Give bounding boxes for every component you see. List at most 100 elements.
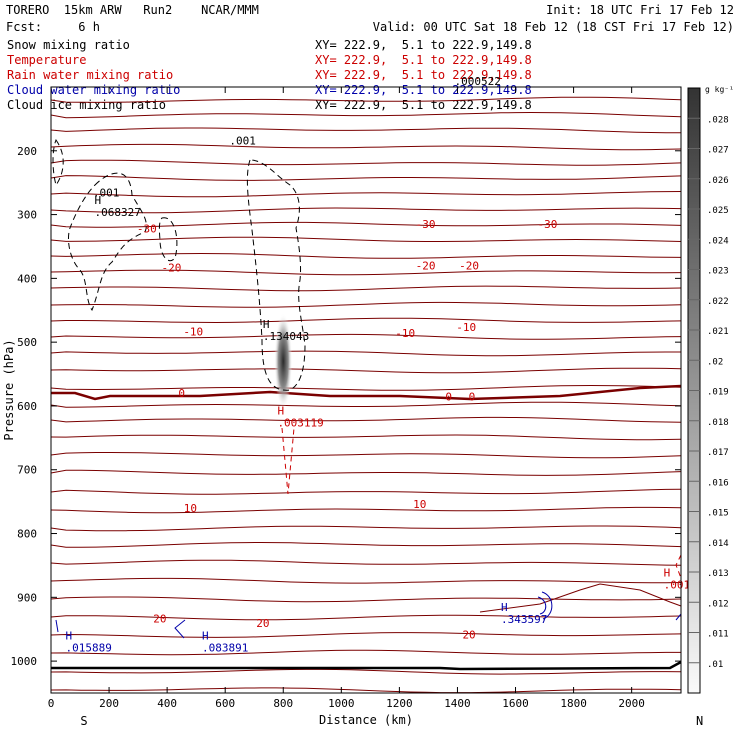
colorbar-tick-label: .028 [707,115,729,125]
temperature-contour [50,541,682,548]
maximum-value: .068327 [95,206,141,219]
temperature-contour-label: -10 [395,327,415,340]
model-title: TORERO 15km ARW Run2 NCAR/MMM [6,3,259,17]
maximum-marker: H [277,404,284,417]
snow-shading [274,313,293,410]
temperature-contour-label: 0 [178,387,185,400]
cloud-water-contour [174,619,186,639]
temperature-contour [50,632,682,638]
temperature-contour-label: 20 [256,617,269,630]
maximum-value: .134043 [263,330,309,343]
temperature-contour [50,401,682,408]
y-tick-label: 900 [17,591,37,604]
temperature-contour [50,525,682,532]
maximum-marker: H [263,318,270,331]
temperature-contour-label: 0 [469,390,476,403]
temperature-contour-label: 0 [445,390,452,403]
colorbar-tick-label: .015 [707,509,729,519]
temperature-contour-label: 20 [462,628,475,641]
temperature-contour [50,236,682,242]
colorbar-tick-label: .025 [707,206,729,216]
colorbar-unit: g kg⁻¹ [705,85,734,94]
colorbar-tick-label: .01 [707,660,723,670]
temperature-contour-label: 10 [413,498,426,511]
temperature-contour [50,191,682,198]
temperature-contour-label: -20 [162,262,182,275]
rain-water-contour [281,427,295,495]
temperature-contour-label: -10 [183,325,203,338]
temperature-contour [50,434,682,441]
temperature-contour [50,96,682,103]
colorbar-tick-label: .021 [707,327,729,337]
colorbar-tick-label: .017 [707,448,729,458]
y-tick-label: 300 [17,209,37,222]
field-name: Rain water mixing ratio [7,68,174,82]
temperature-contour [50,614,682,621]
maximum-value: .015889 [66,642,112,655]
colorbar-tick-label: .016 [707,478,729,488]
cloud-ice-contour [67,172,147,312]
y-tick-label: 200 [17,145,37,158]
x-tick-label: 800 [273,697,293,710]
cloud-ice-contour [246,159,306,391]
temperature-contour [50,687,682,694]
y-axis-label: Pressure (hPa) [2,339,16,440]
temperature-contour-label: -30 [416,218,436,231]
temperature-contour-label: -20 [416,260,436,273]
field-xy: XY= 222.9, 5.1 to 222.9,149.8 [315,38,532,52]
maximum-value: .343597 [501,613,547,626]
temperature-contour-label: 20 [153,612,166,625]
ground-surface-line [51,660,682,671]
cloud-ice-contour [158,217,178,262]
temperature-contour [50,469,682,476]
field-name: Snow mixing ratio [7,38,130,52]
north-label: N [696,714,703,728]
temperature-contour [50,333,682,340]
temperature-contour-label: -30 [538,218,558,231]
zero-degree-isotherm [51,384,682,401]
temperature-contour [479,583,682,613]
temperature-contour [50,350,681,357]
temperature-contour [50,111,682,119]
x-axis-label: Distance (km) [319,713,413,727]
temperature-contour [50,143,682,151]
cloud-water-contour [537,591,553,620]
valid-time: Valid: 00 UTC Sat 18 Feb 12 (18 CST Fri … [372,20,734,34]
y-tick-label: 800 [17,528,37,541]
cloud-water-contour [675,613,682,621]
temperature-contour-label: -10 [456,321,476,334]
init-time: Init: 18 UTC Fri 17 Feb 12 [546,3,734,17]
field-name: Temperature [7,53,87,67]
cloud-water-contour [55,619,59,633]
temperature-contour [50,127,682,134]
colorbar-tick-label: .023 [707,267,729,277]
colorbar-tick-label: .014 [707,539,729,549]
temperature-contour [50,252,682,259]
maximum-value: .000522 [455,75,501,88]
maximum-marker: H [66,630,73,643]
x-tick-label: 400 [157,697,177,710]
temperature-contour [50,269,682,276]
temperature-contour [50,506,682,514]
temperature-contour [50,668,682,675]
temperature-contour [50,221,682,228]
temperature-contour [50,488,682,495]
x-tick-label: 2000 [618,697,645,710]
maximum-marker: H [664,566,671,579]
south-label: S [80,714,87,728]
x-tick-label: 1200 [386,697,413,710]
maximum-marker: H [501,601,508,614]
x-tick-label: 1000 [328,697,355,710]
temperature-contour [50,559,682,566]
temperature-contour [50,384,682,391]
temperature-contour-label: 10 [184,502,197,515]
y-tick-label: 500 [17,336,37,349]
maximum-value: .083891 [202,642,248,655]
temperature-contour-label: -20 [459,260,479,273]
x-tick-label: 600 [215,697,235,710]
rain-water-contour [675,554,682,579]
ice-contour-label: .001 [229,134,256,147]
temperature-contour [50,207,682,214]
colorbar-tick-label: .027 [707,146,729,156]
maximum-marker: H [202,630,209,643]
